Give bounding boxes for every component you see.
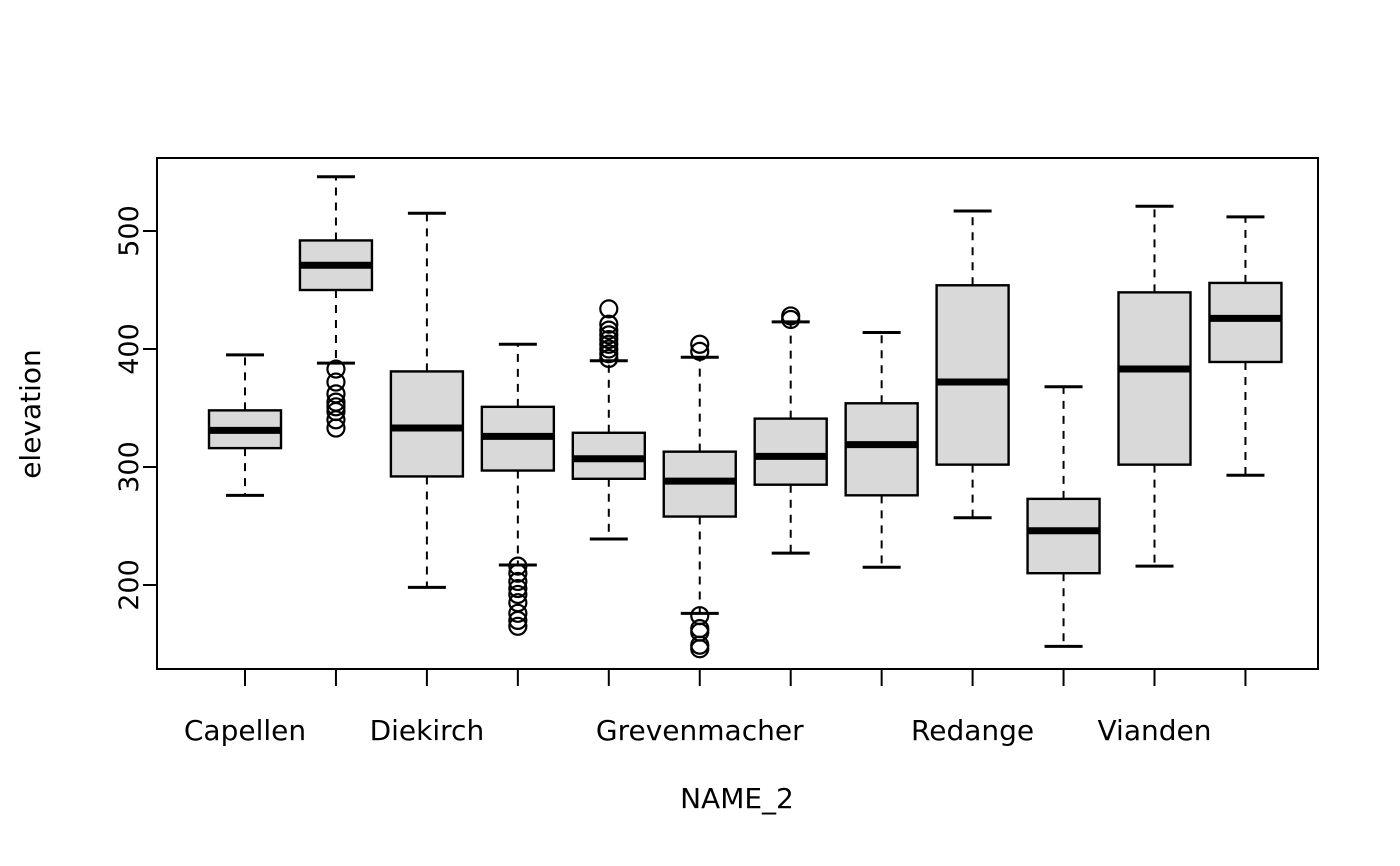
x-tick-label: Diekirch bbox=[370, 714, 485, 747]
box-6-outlier-point bbox=[690, 639, 710, 659]
box-4-outlier-point bbox=[508, 571, 528, 592]
box-4-outlier-point bbox=[508, 578, 528, 599]
box-8-rect bbox=[844, 402, 919, 497]
box-4-outlier-point bbox=[508, 603, 528, 623]
box-5-outlier-point bbox=[599, 325, 619, 345]
box-5-outlier-point bbox=[599, 334, 619, 354]
box-7-rect bbox=[753, 417, 828, 486]
y-axis-title: elevation bbox=[14, 349, 47, 479]
box-4-outlier-point bbox=[508, 610, 528, 631]
box-7-outlier-point bbox=[781, 309, 801, 330]
box-2-outlier-point bbox=[326, 397, 346, 417]
plot-border bbox=[156, 157, 1319, 670]
x-tick-label: Vianden bbox=[1098, 714, 1212, 747]
box-3-rect bbox=[389, 370, 465, 478]
box-11-rect bbox=[1117, 291, 1192, 466]
box-4-outlier-point bbox=[508, 563, 528, 583]
box-5-outlier-point bbox=[599, 339, 619, 359]
box-6-outlier-point bbox=[690, 341, 710, 361]
x-tick-label: Capellen bbox=[184, 714, 306, 747]
box-6-outlier-point bbox=[690, 334, 710, 354]
box-4-outlier-point bbox=[508, 584, 528, 605]
y-tick-label: 500 bbox=[114, 205, 145, 257]
box-2-outlier-point bbox=[326, 359, 346, 379]
plot-area: 200 300 400 500 Capellen Diekirch Grevenmacher… bbox=[114, 157, 1319, 747]
box-2-outlier-point bbox=[326, 410, 346, 430]
box-2-outlier-point bbox=[326, 372, 346, 392]
box-5-outlier-point bbox=[599, 329, 619, 350]
box-12-rect bbox=[1208, 281, 1283, 364]
x-tick-label: Redange bbox=[911, 714, 1034, 747]
box-2-outlier-point bbox=[326, 418, 346, 438]
box-5-outlier-point bbox=[599, 314, 619, 334]
x-axis-title: NAME_2 bbox=[680, 782, 794, 815]
x-tick-label: Grevenmacher bbox=[596, 714, 804, 747]
box-5-outlier-point bbox=[599, 299, 619, 319]
box-10-rect bbox=[1026, 497, 1101, 575]
box-4-outlier-point bbox=[508, 616, 528, 636]
box-9-rect bbox=[935, 284, 1010, 466]
box-5-outlier-point bbox=[599, 348, 619, 369]
box-5-outlier-point bbox=[599, 320, 619, 340]
y-tick-label: 400 bbox=[114, 323, 145, 375]
box-5-outlier-point bbox=[599, 344, 619, 364]
y-tick-label: 200 bbox=[114, 559, 145, 611]
y-tick-label: 300 bbox=[114, 441, 145, 493]
box-4-outlier-point bbox=[508, 556, 528, 576]
